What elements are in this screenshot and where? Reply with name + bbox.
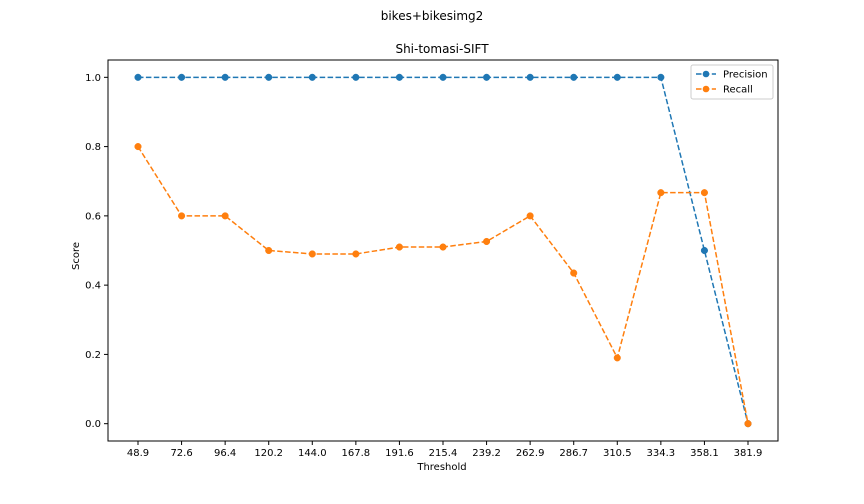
chart-title: Shi-tomasi-SIFT [395, 42, 489, 56]
data-point-recall [265, 246, 273, 255]
x-tick-label: 48.9 [127, 448, 149, 459]
data-point-precision [221, 73, 229, 81]
x-tick-label: 239.2 [472, 448, 501, 459]
data-point-precision [352, 73, 360, 81]
x-tick-label: 72.6 [170, 448, 192, 459]
legend-marker-precision [702, 70, 710, 78]
y-tick-label: 0.6 [85, 211, 101, 222]
x-tick-label: 144.0 [298, 448, 327, 459]
y-axis-label: Score [71, 242, 82, 270]
data-point-precision [265, 73, 273, 81]
x-tick-label: 215.4 [429, 448, 458, 459]
x-tick-label: 358.1 [690, 448, 719, 459]
data-point-recall [439, 243, 447, 251]
data-point-precision [308, 73, 316, 81]
x-tick-label: 120.2 [254, 448, 283, 459]
data-point-recall [570, 269, 578, 277]
x-tick-label: 167.8 [342, 448, 371, 459]
data-point-precision [700, 246, 708, 255]
data-point-recall [744, 420, 752, 428]
y-tick-label: 0.8 [85, 142, 101, 153]
data-point-recall [395, 243, 403, 251]
data-point-recall [221, 212, 229, 220]
legend-label-precision: Precision [723, 70, 768, 81]
data-point-recall [526, 212, 534, 220]
data-point-recall [178, 212, 186, 220]
x-tick-label: 286.7 [559, 448, 588, 459]
series-line-recall [137, 146, 749, 424]
x-tick-label: 334.3 [647, 448, 676, 459]
data-point-precision [178, 73, 186, 81]
data-point-precision [526, 73, 534, 81]
data-point-precision [570, 73, 578, 81]
data-point-recall [613, 354, 621, 362]
data-point-recall [483, 237, 491, 246]
data-point-precision [657, 73, 665, 81]
legend-label-recall: Recall [723, 85, 753, 96]
legend-marker-recall [702, 85, 710, 93]
data-point-precision [395, 73, 403, 81]
data-point-recall [352, 250, 360, 258]
x-tick-label: 191.6 [385, 448, 414, 459]
x-tick-label: 381.9 [734, 448, 763, 459]
y-tick-label: 1.0 [85, 73, 101, 84]
figure-suptitle: bikes+bikesimg2 [381, 9, 484, 23]
data-point-precision [439, 73, 447, 81]
y-tick-label: 0.2 [85, 350, 101, 361]
x-axis-label: Threshold [416, 462, 466, 473]
y-tick-label: 0.0 [85, 419, 101, 430]
y-tick-label: 0.4 [85, 281, 101, 292]
data-point-precision [613, 73, 621, 81]
data-point-precision [483, 73, 491, 81]
data-point-precision [134, 73, 142, 81]
x-tick-label: 96.4 [214, 448, 236, 459]
data-point-recall [700, 189, 708, 197]
data-point-recall [657, 189, 665, 197]
legend-box [690, 64, 774, 100]
data-point-recall [134, 143, 142, 151]
x-tick-label: 262.9 [516, 448, 545, 459]
data-point-recall [308, 250, 316, 258]
x-tick-label: 310.5 [603, 448, 632, 459]
